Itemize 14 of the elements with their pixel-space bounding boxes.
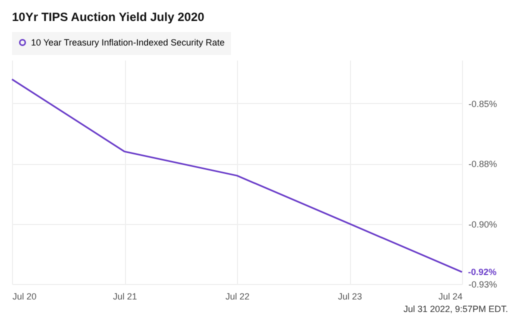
x-tick-label: Jul 20 bbox=[12, 292, 37, 302]
x-tick-label: Jul 22 bbox=[225, 292, 250, 302]
y-tick-label: -0.85% bbox=[468, 98, 498, 109]
x-tick-label: Jul 23 bbox=[338, 292, 362, 302]
data-label: -0.92% bbox=[468, 266, 497, 277]
line-series bbox=[11, 78, 463, 273]
y-tick-label: -0.88% bbox=[468, 159, 498, 170]
chart-title: 10Yr TIPS Auction Yield July 2020 bbox=[12, 10, 205, 24]
x-tick-label: Jul 24 bbox=[438, 292, 462, 302]
y-tick-label: -0.93% bbox=[468, 280, 498, 290]
legend-label: 10 Year Treasury Inflation-Indexed Security Rate bbox=[31, 38, 225, 48]
y-tick-label: -0.90% bbox=[468, 219, 498, 230]
x-tick-label: Jul 21 bbox=[112, 292, 138, 302]
text: Jul 31 2022, 9:57PM EDT. bbox=[403, 304, 508, 314]
